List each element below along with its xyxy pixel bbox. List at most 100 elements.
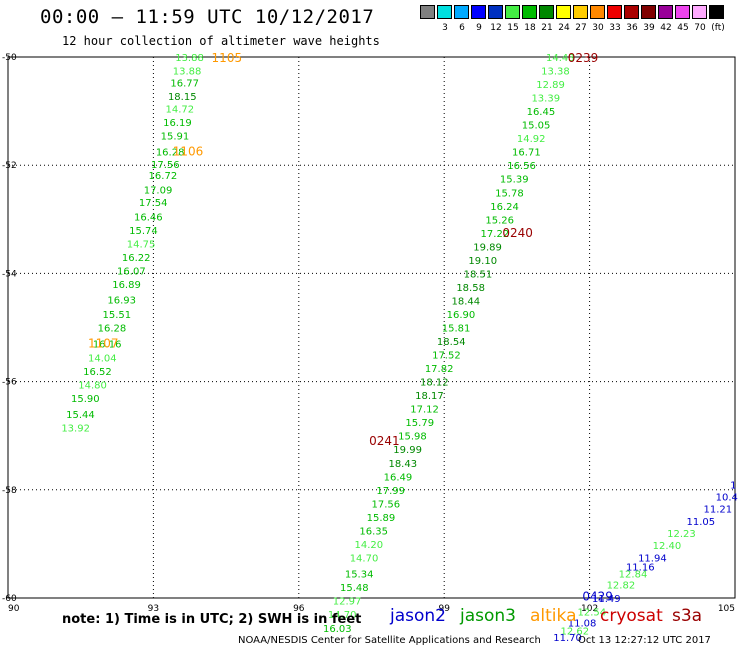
- colorbar-swatch: [573, 5, 588, 19]
- colorbar-swatch: [556, 5, 571, 19]
- colorbar-label: 21: [541, 23, 553, 33]
- data-label-s3a: 14.43: [546, 53, 575, 64]
- data-label-jason2: 12.54: [577, 608, 606, 619]
- data-label-s3a: 15.39: [500, 175, 529, 186]
- colorbar-swatch: [641, 5, 656, 19]
- data-label-jason2: 11.94: [638, 553, 667, 564]
- data-label-s3a: 16.03: [323, 624, 352, 635]
- data-label-s3a: 17.99: [376, 486, 405, 497]
- colorbar-swatch: [522, 5, 537, 19]
- colorbar-label: 6: [459, 23, 465, 33]
- data-label-s3a: 15.81: [442, 324, 471, 335]
- data-label-jason2: 10.4: [716, 492, 738, 503]
- data-label-altika: 15.91: [161, 131, 190, 142]
- data-label-s3a: 15.79: [405, 418, 434, 429]
- data-label-s3a: 19.89: [473, 242, 502, 253]
- data-label-s3a: 15.98: [398, 432, 427, 443]
- plot-frame: [7, 56, 736, 599]
- colorbar-swatch: [590, 5, 605, 19]
- data-label-s3a: 18.51: [464, 269, 493, 280]
- data-label-jason2: 11.49: [592, 594, 621, 605]
- colorbar-label: 12: [490, 23, 502, 33]
- chart-title: 00:00 — 11:59 UTC 10/12/2017: [40, 6, 375, 28]
- colorbar-swatch: [471, 5, 486, 19]
- y-tick-label: -54: [2, 269, 17, 279]
- data-label-s3a: 12.89: [536, 80, 565, 91]
- y-tick-label: -60: [2, 594, 17, 604]
- data-label-s3a: 17.82: [425, 364, 454, 375]
- time-label-s3a: 0239: [568, 51, 599, 65]
- data-label-s3a: 18.44: [451, 296, 480, 307]
- data-label-altika: 16.28: [98, 324, 127, 335]
- data-label-jason2: 11.16: [626, 563, 655, 574]
- colorbar-swatch: [437, 5, 452, 19]
- data-label-jason2: 12.40: [653, 541, 682, 552]
- colorbar-label: 18: [524, 23, 536, 33]
- data-label-jason2: 12.84: [619, 570, 648, 581]
- data-label-altika: 16.93: [107, 295, 136, 306]
- legend-item-altika: altika: [530, 606, 577, 626]
- y-tick-label: -52: [2, 161, 17, 171]
- colorbar-label: 3: [442, 23, 448, 33]
- colorbar-label: 9: [476, 23, 482, 33]
- data-label-s3a: 19.10: [468, 256, 497, 267]
- legend-item-jason2: jason2: [390, 606, 446, 626]
- data-label-altika: 14.72: [166, 104, 195, 115]
- colorbar-swatch: [505, 5, 520, 19]
- data-label-altika: 17.54: [139, 198, 168, 209]
- data-label-s3a: 18.12: [420, 378, 449, 389]
- data-label-jason2: 12.82: [607, 580, 636, 591]
- data-label-jason2: 11.08: [568, 618, 597, 629]
- colorbar-swatch: [420, 5, 435, 19]
- data-label-altika: 16.07: [117, 267, 146, 278]
- data-label-s3a: 15.05: [522, 121, 551, 132]
- data-label-altika: 16.28: [156, 148, 185, 159]
- colorbar-swatch: [607, 5, 622, 19]
- colorbar-label: 36: [626, 23, 638, 33]
- data-label-altika: 15.74: [129, 226, 158, 237]
- data-label-jason2: 12.23: [667, 529, 696, 540]
- footer-credit: NOAA/NESDIS Center for Satellite Applica…: [238, 635, 541, 646]
- data-label-s3a: 16.24: [490, 202, 519, 213]
- data-label-altika: 16.16: [93, 340, 122, 351]
- x-tick-label: 105: [718, 604, 735, 614]
- data-label-s3a: 15.34: [345, 570, 374, 581]
- legend-item-cryosat: cryosat: [600, 606, 663, 626]
- data-label-s3a: 14.92: [517, 134, 546, 145]
- data-label-altika: 16.52: [83, 367, 112, 378]
- y-tick-label: -56: [2, 378, 17, 388]
- data-label-altika: 16.72: [149, 171, 178, 182]
- colorbar-swatch: [539, 5, 554, 19]
- data-label-jason2: 1: [730, 480, 736, 491]
- chart-subtitle: 12 hour collection of altimeter wave hei…: [62, 34, 380, 48]
- data-label-s3a: 15.26: [485, 215, 514, 226]
- y-tick-label: -50: [2, 53, 17, 63]
- x-tick-label: 90: [8, 604, 20, 614]
- data-label-altika: 17.09: [144, 186, 173, 197]
- data-label-altika: 18.15: [168, 92, 197, 103]
- x-tick-label: 102: [581, 604, 598, 614]
- data-label-s3a: 18.58: [456, 283, 485, 294]
- data-label-altika: 16.19: [163, 118, 192, 129]
- data-label-s3a: 16.45: [527, 107, 556, 118]
- data-label-altika: 14.04: [88, 353, 117, 364]
- data-label-s3a: 14.70: [350, 553, 379, 564]
- data-label-altika: 17.56: [151, 160, 180, 171]
- y-tick-label: -58: [2, 486, 17, 496]
- data-label-altika: 14.75: [127, 240, 156, 251]
- data-label-s3a: 14.20: [355, 540, 384, 551]
- colorbar-label: 39: [643, 23, 655, 33]
- colorbar-swatch: [454, 5, 469, 19]
- legend-item-s3a: s3a: [672, 606, 703, 626]
- data-label-altika: 15.44: [66, 410, 95, 421]
- x-tick-label: 96: [293, 604, 305, 614]
- data-label-altika: 16.46: [134, 213, 163, 224]
- time-label-altika: 1107: [88, 337, 119, 351]
- data-label-s3a: 16.90: [447, 310, 476, 321]
- time-label-altika: 1105: [212, 51, 243, 65]
- data-label-s3a: 17.12: [410, 405, 439, 416]
- colorbar-unit: (ft): [711, 23, 725, 33]
- data-label-altika: 16.22: [122, 253, 151, 264]
- colorbar-label: 70: [694, 23, 706, 33]
